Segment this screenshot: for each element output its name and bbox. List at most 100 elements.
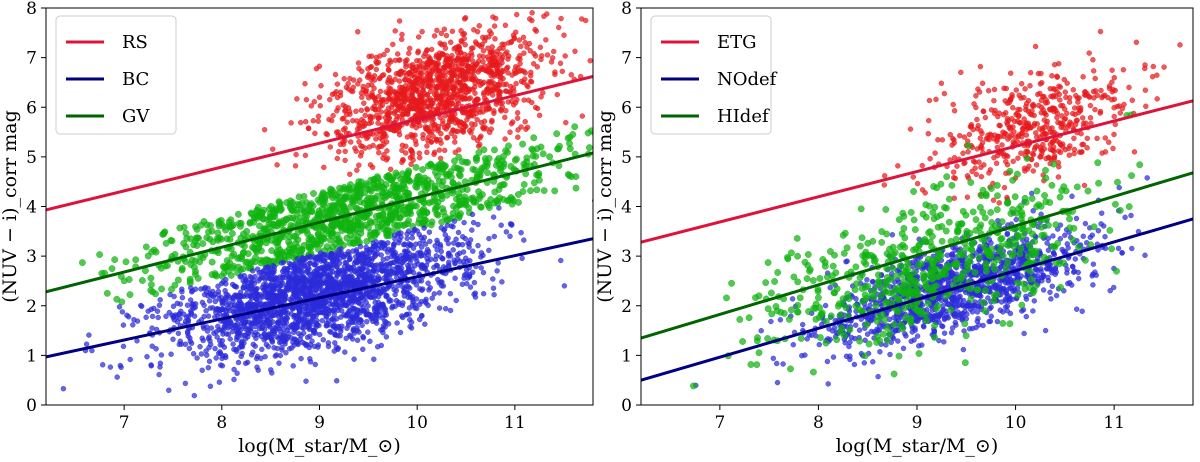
data-point-gv [427, 179, 435, 187]
data-point-bc [134, 318, 141, 324]
data-point-bc [384, 285, 390, 292]
data-point-gv [363, 182, 371, 190]
data-point-etg [1094, 135, 1100, 142]
data-point-rs [362, 112, 368, 119]
data-point-rs [503, 88, 510, 95]
data-point-rs [451, 84, 458, 90]
data-point-rs [493, 15, 499, 22]
data-point-bc [425, 280, 431, 286]
data-point-rs [305, 125, 312, 131]
data-point-bc [149, 325, 155, 331]
data-point-bc [267, 282, 274, 288]
data-point-rs [480, 59, 486, 65]
data-point-rs [444, 98, 450, 105]
data-point-rs [473, 41, 480, 47]
data-point-etg [925, 130, 931, 137]
data-point-gv [519, 140, 526, 148]
data-point-bc [323, 289, 330, 295]
data-point-rs [531, 61, 537, 67]
data-point-bc [348, 333, 354, 340]
data-point-rs [356, 139, 362, 145]
data-point-rs [302, 80, 308, 87]
data-point-etg [1059, 113, 1065, 119]
data-point-bc [228, 302, 235, 308]
data-point-etg [1057, 84, 1064, 90]
data-point-bc [177, 338, 184, 344]
data-point-bc [273, 352, 280, 358]
data-point-rs [438, 104, 444, 110]
data-point-bc [417, 301, 423, 307]
data-point-bc [394, 320, 400, 326]
data-point-gv [507, 194, 515, 201]
data-point-etg [1111, 113, 1117, 120]
data-point-bc [293, 339, 300, 346]
x-tick-label: 11 [504, 413, 526, 433]
data-point-bc [334, 378, 340, 384]
data-point-bc [411, 253, 418, 259]
data-point-gv [120, 277, 128, 285]
data-point-gv [376, 216, 384, 224]
data-point-rs [292, 163, 299, 169]
data-point-bc [279, 344, 285, 351]
data-point-etg [1121, 101, 1127, 108]
data-point-bc [231, 366, 237, 373]
data-point-rs [303, 118, 309, 125]
data-point-gv [178, 266, 186, 274]
data-point-bc [421, 265, 427, 271]
data-point-bc [158, 352, 165, 358]
data-point-bc [83, 341, 90, 347]
data-point-etg [1154, 96, 1160, 102]
data-point-gv [283, 199, 290, 207]
data-point-gv [469, 165, 477, 173]
data-point-rs [315, 118, 321, 124]
data-point-rs [444, 134, 451, 141]
data-point-rs [490, 92, 496, 98]
data-point-etg [1071, 150, 1077, 157]
data-point-bc [360, 334, 366, 340]
data-point-rs [409, 89, 416, 95]
y-tick-label: 0 [26, 396, 37, 416]
data-point-etg [1062, 89, 1069, 95]
data-point-etg [1004, 121, 1011, 128]
data-point-gv [447, 173, 455, 181]
data-point-bc [406, 305, 413, 311]
data-point-bc [378, 327, 384, 333]
data-point-rs [472, 63, 478, 70]
data-point-bc [198, 286, 204, 292]
data-point-bc [356, 296, 362, 302]
data-point-bc [367, 338, 373, 344]
data-point-rs [358, 107, 364, 114]
data-point-bc [363, 244, 369, 250]
data-point-bc [156, 302, 163, 308]
data-point-etg [1022, 86, 1028, 92]
data-point-gv [182, 258, 189, 265]
data-point-bc [478, 254, 484, 260]
data-point-etg [947, 131, 953, 138]
data-point-gv [418, 207, 426, 215]
data-point-gv [374, 223, 382, 231]
data-point-rs [528, 72, 534, 79]
data-point-rs [477, 82, 483, 89]
data-point-gv [335, 189, 343, 197]
data-point-bc [250, 349, 256, 355]
data-point-rs [403, 150, 409, 156]
data-point-bc [367, 312, 373, 318]
data-point-bc [143, 314, 149, 320]
data-point-bc [276, 335, 282, 342]
data-point-bc [254, 319, 261, 325]
data-point-rs [474, 29, 481, 35]
data-point-bc [286, 346, 293, 352]
data-point-bc [434, 240, 441, 246]
data-point-bc [252, 343, 258, 349]
data-point-rs [529, 10, 535, 16]
data-point-bc [372, 253, 378, 260]
data-point-bc [412, 302, 418, 308]
data-point-bc [267, 316, 273, 322]
data-point-etg [961, 134, 968, 140]
data-point-bc [350, 278, 356, 284]
data-point-rs [417, 154, 423, 161]
data-point-gv [455, 197, 463, 205]
data-point-rs [440, 118, 446, 124]
data-point-rs [468, 50, 474, 56]
data-point-rs [366, 144, 373, 150]
